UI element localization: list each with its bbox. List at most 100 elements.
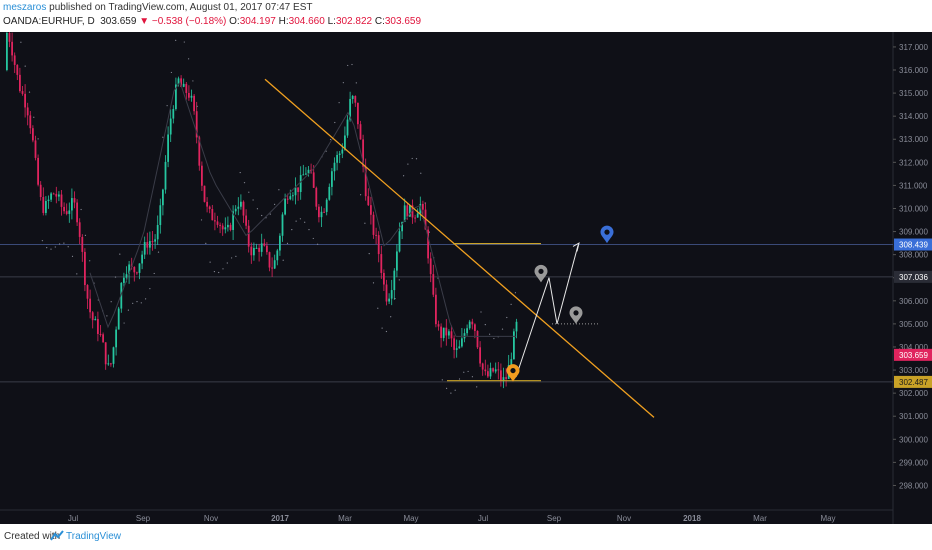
candle-body (429, 258, 432, 275)
sar-dot (278, 189, 280, 191)
candle-body (52, 193, 55, 195)
candle-body (151, 241, 154, 243)
price-label-text: 307.036 (899, 273, 928, 282)
candle-body (206, 201, 208, 207)
sar-dot (145, 298, 147, 300)
candle-body (89, 298, 91, 313)
location-pin-blue-hole-icon (604, 229, 610, 235)
candle-body (318, 206, 320, 218)
sar-dot (33, 116, 35, 118)
sar-dot (218, 271, 220, 274)
sar-dot (84, 234, 86, 236)
price-chart[interactable]: 317.000 316.000 315.000 314.000 313.000 312.0… (0, 1, 932, 524)
sar-dot (41, 240, 44, 242)
x-tick-label: Nov (204, 514, 218, 523)
ohlc-line: OANDA:EURHUF, D 303.659 ▼ −0.538 (−0.18%… (3, 16, 421, 27)
high-value: 304.660 (288, 16, 325, 27)
sar-dot (119, 253, 121, 255)
candle-body (411, 205, 414, 218)
candle-body (107, 363, 110, 365)
sar-dot (480, 311, 482, 313)
author-link[interactable]: meszaros (3, 2, 47, 13)
candle-body (419, 203, 422, 214)
sar-dot (450, 392, 452, 394)
candle-body (461, 338, 463, 347)
sar-dot (46, 247, 48, 249)
candle-body (164, 161, 167, 190)
candle-body (78, 222, 81, 237)
candle-body (19, 74, 21, 92)
candle-body (65, 211, 68, 214)
candle-body (279, 235, 281, 251)
sar-dot (493, 337, 495, 340)
candle-body (292, 195, 294, 197)
sar-dot (175, 39, 177, 42)
candle-body (214, 220, 216, 222)
candle-body (479, 347, 481, 364)
candle-body (289, 196, 292, 200)
sar-dot (248, 191, 250, 193)
candle-body (63, 206, 65, 212)
candle-body (242, 201, 245, 216)
candle-body (403, 205, 406, 222)
sar-dot (484, 324, 486, 326)
sar-dot (372, 282, 375, 284)
candle-body (201, 165, 203, 186)
candle-body (232, 211, 234, 230)
y-tick-label: 313.000 (899, 135, 928, 144)
candle-body (146, 242, 149, 248)
candle-body (435, 294, 437, 325)
sar-dot (205, 242, 207, 245)
sar-dot (476, 386, 478, 388)
sar-dot (368, 253, 370, 255)
x-tick-label: Sep (547, 514, 562, 523)
chart-area[interactable]: 317.000 316.000 315.000 314.000 313.000 312.0… (0, 1, 932, 524)
sar-dot (415, 158, 418, 160)
candle-body (513, 331, 515, 360)
candle-body (104, 342, 107, 365)
candle-body (281, 214, 284, 236)
y-tick-label: 315.000 (899, 89, 928, 98)
candle-body (344, 135, 346, 150)
published-text: published on TradingView.com, August 01,… (49, 2, 313, 13)
candle-body (302, 174, 305, 176)
high-label: H: (278, 16, 289, 27)
sar-dot (170, 71, 172, 74)
sar-dot (200, 219, 203, 221)
candle-body (250, 246, 253, 256)
candle-body (315, 187, 318, 207)
location-pin-orange-hole-icon (510, 367, 516, 374)
candle-body (190, 95, 193, 98)
candle-body (372, 214, 375, 235)
sar-dot (329, 138, 332, 141)
sar-dot (67, 246, 69, 248)
candle-body (401, 221, 403, 232)
y-tick-label: 301.000 (899, 412, 928, 421)
sar-dot (239, 171, 241, 174)
candle-body (422, 203, 424, 210)
sar-dot (454, 389, 456, 391)
sar-dot (291, 229, 293, 231)
candle-body (331, 171, 333, 187)
candle-body (455, 348, 458, 350)
candle-body (60, 194, 63, 207)
candle-body (84, 251, 86, 286)
candle-body (115, 329, 117, 348)
candle-body (396, 251, 398, 271)
candle-body (21, 91, 24, 94)
price-label-box (894, 270, 932, 283)
candle-body (450, 331, 453, 339)
candle-body (510, 359, 513, 366)
candle-body (466, 328, 468, 334)
sar-dot (59, 243, 61, 245)
candle-body (227, 224, 229, 228)
candle-body (323, 211, 325, 213)
open-value: 304.197 (239, 16, 276, 27)
sar-dot (317, 243, 319, 245)
x-tick-label: Sep (136, 514, 151, 523)
sar-dot (312, 237, 314, 240)
tradingview-brand[interactable]: TradingView (66, 531, 122, 542)
sar-dot (127, 309, 129, 311)
x-tick-label: Nov (617, 514, 631, 523)
candle-body (294, 187, 297, 196)
